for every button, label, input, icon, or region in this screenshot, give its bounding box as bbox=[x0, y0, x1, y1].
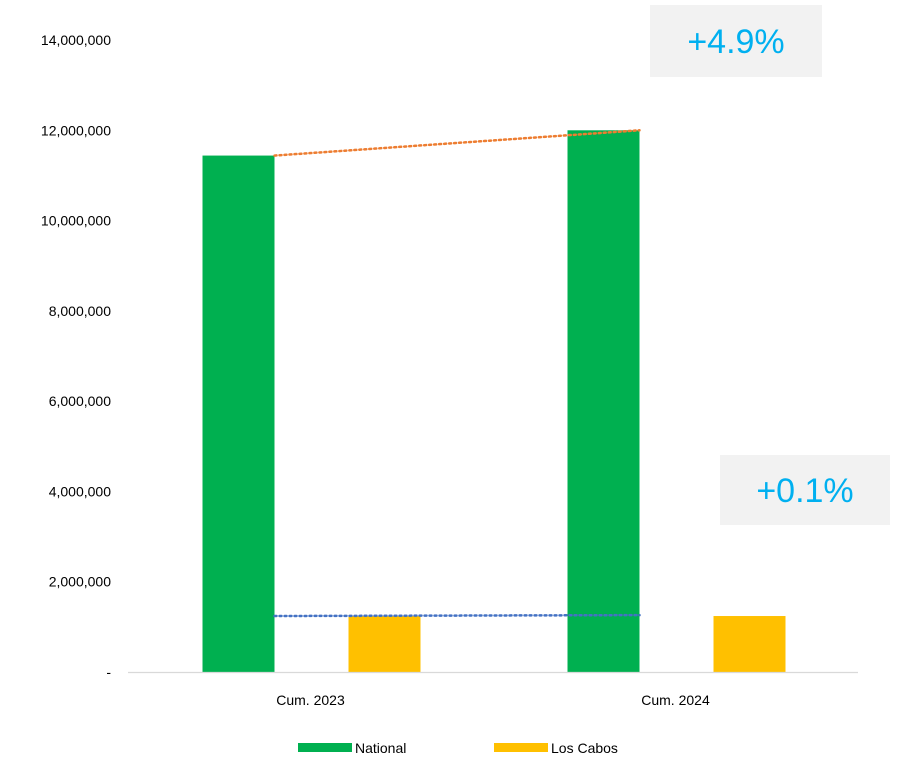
annotation-label: +4.9% bbox=[687, 23, 784, 61]
y-tick-label: 2,000,000 bbox=[49, 574, 111, 590]
annotation-box bbox=[720, 455, 890, 525]
legend: National Los Cabos bbox=[298, 740, 618, 756]
y-tick-label: 4,000,000 bbox=[49, 483, 111, 499]
y-tick-label: 12,000,000 bbox=[41, 122, 111, 138]
legend-label: National bbox=[355, 740, 406, 756]
bars bbox=[202, 130, 786, 673]
bar-los-cabos-1 bbox=[713, 616, 786, 672]
legend-swatch bbox=[298, 743, 352, 752]
annotation-label: +0.1% bbox=[756, 472, 853, 510]
bar-national-0 bbox=[202, 155, 275, 672]
y-tick-label: 10,000,000 bbox=[41, 213, 111, 229]
annotation-box bbox=[650, 5, 822, 77]
legend-label: Los Cabos bbox=[551, 740, 618, 756]
trendlines bbox=[273, 129, 641, 618]
y-tick-label: 14,000,000 bbox=[41, 32, 111, 48]
legend-swatch bbox=[494, 743, 548, 752]
trendline-national bbox=[273, 129, 641, 157]
y-tick-label: 6,000,000 bbox=[49, 393, 111, 409]
bar-los-cabos-0 bbox=[348, 616, 421, 672]
y-tick-label: 8,000,000 bbox=[49, 303, 111, 319]
annotations: +4.9% +0.1% bbox=[650, 5, 890, 525]
y-axis: - 2,000,000 4,000,000 6,000,000 8,000,000 10,… bbox=[41, 32, 111, 680]
x-tick-label: Cum. 2024 bbox=[641, 692, 710, 708]
x-tick-label: Cum. 2023 bbox=[276, 692, 345, 708]
x-axis-labels: Cum. 2023 Cum. 2024 bbox=[276, 692, 710, 708]
trendline-los-cabos bbox=[273, 613, 641, 618]
y-tick-label: - bbox=[106, 664, 111, 680]
bar-national-1 bbox=[567, 130, 640, 673]
